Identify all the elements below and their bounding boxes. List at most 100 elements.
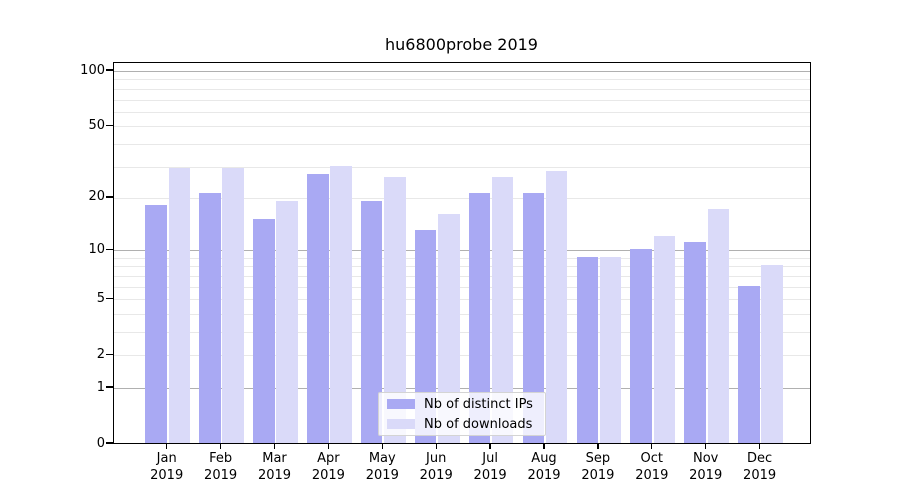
x-tick-mark [597, 444, 599, 449]
major-gridline [114, 71, 810, 73]
y-tick-mark [106, 69, 113, 71]
bar-distinct-ips [468, 193, 491, 443]
minor-gridline [114, 275, 810, 277]
x-tick-year: 2019 [311, 467, 345, 483]
bar-downloads [545, 170, 568, 443]
y-tick-mark [106, 353, 113, 355]
x-tick-year: 2019 [635, 467, 669, 483]
y-tick-mark [106, 124, 113, 126]
legend-swatch [387, 399, 415, 409]
x-tick-label: Nov 2019 [676, 451, 736, 484]
x-tick-year: 2019 [204, 467, 238, 483]
y-tick-label: 20 [88, 189, 105, 205]
minor-gridline [114, 286, 810, 288]
x-tick-label: Feb 2019 [191, 451, 251, 484]
x-tick-month: Jul [482, 451, 498, 466]
x-tick-year: 2019 [150, 467, 184, 483]
x-tick-month: Mar [262, 451, 287, 466]
x-tick-label: Apr 2019 [298, 451, 358, 484]
bar-distinct-ips [738, 285, 760, 443]
y-tick-mark [106, 297, 113, 299]
minor-gridline [114, 257, 810, 259]
minor-gridline [114, 197, 810, 199]
x-tick-month: Aug [531, 451, 557, 466]
x-tick-month: Nov [693, 451, 719, 466]
x-tick-month: May [368, 451, 396, 466]
x-tick-month: Apr [317, 451, 340, 466]
x-tick-label: Aug 2019 [514, 451, 574, 484]
y-tick-mark [106, 196, 113, 198]
x-tick-mark [705, 444, 707, 449]
x-tick-mark [273, 444, 276, 449]
bar-downloads [384, 176, 406, 443]
x-tick-label: Mar 2019 [245, 451, 305, 484]
y-tick-mark [106, 386, 113, 388]
x-tick-label: Oct 2019 [622, 451, 682, 484]
minor-gridline [114, 126, 810, 128]
x-tick-year: 2019 [743, 467, 777, 483]
y-tick-label: 1 [96, 379, 105, 395]
x-tick-mark [543, 444, 545, 449]
x-tick-mark [166, 444, 168, 449]
x-tick-month: Oct [640, 451, 664, 466]
x-tick-label: May 2019 [352, 451, 412, 484]
y-tick-mark [106, 442, 113, 444]
x-tick-year: 2019 [365, 467, 399, 483]
bar-downloads [330, 165, 352, 443]
bar-downloads [707, 209, 730, 443]
legend-label: Nb of distinct IPs [424, 396, 533, 412]
bar-downloads [599, 256, 622, 443]
x-tick-year: 2019 [689, 467, 723, 483]
bar-distinct-ips [307, 173, 329, 443]
bar-downloads [222, 168, 244, 443]
x-tick-label: Sep 2019 [568, 451, 628, 484]
x-tick-mark [435, 444, 437, 449]
major-gridline [114, 388, 810, 390]
legend-item: Nb of distinct IPs [387, 397, 545, 412]
y-tick-label: 50 [88, 117, 105, 133]
minor-gridline [114, 313, 810, 315]
y-tick-label: 0 [96, 435, 105, 451]
x-tick-year: 2019 [419, 467, 453, 483]
x-tick-year: 2019 [581, 467, 615, 483]
bar-downloads [438, 214, 460, 443]
x-tick-label: Jul 2019 [460, 451, 520, 484]
legend: Nb of distinct IPs Nb of downloads [378, 392, 546, 436]
minor-gridline [114, 143, 810, 145]
chart-title: hu6800probe 2019 [385, 35, 538, 54]
x-tick-label: Jan 2019 [137, 451, 197, 484]
bar-distinct-ips [684, 242, 706, 443]
minor-gridline [114, 299, 810, 301]
x-tick-month: Jan [156, 451, 177, 466]
bar-distinct-ips [253, 218, 275, 443]
legend-item: Nb of downloads [387, 417, 545, 432]
bar-downloads [168, 168, 191, 443]
x-tick-label: Jun 2019 [406, 451, 466, 484]
major-gridline [114, 250, 810, 252]
minor-gridline [114, 99, 810, 101]
bar-downloads [653, 235, 676, 443]
bar-distinct-ips [199, 193, 221, 443]
bar-distinct-ips [414, 229, 437, 443]
x-tick-mark [651, 444, 653, 449]
x-tick-year: 2019 [473, 467, 507, 483]
x-tick-year: 2019 [257, 467, 292, 483]
minor-gridline [114, 79, 810, 81]
x-tick-mark [381, 444, 383, 449]
bar-distinct-ips [630, 249, 652, 443]
x-tick-mark [327, 444, 330, 449]
bar-downloads [491, 176, 514, 443]
x-tick-mark [219, 444, 222, 449]
y-tick-label: 5 [96, 290, 105, 306]
x-tick-label: Dec 2019 [730, 451, 790, 484]
x-tick-month: Sep [585, 451, 611, 466]
y-tick-mark [106, 248, 113, 250]
plot-area [113, 62, 811, 444]
y-tick-label: 10 [88, 241, 105, 257]
x-tick-year: 2019 [527, 467, 561, 483]
minor-gridline [114, 355, 810, 357]
x-tick-mark [489, 444, 491, 449]
bar-downloads [276, 200, 298, 443]
bar-distinct-ips [360, 200, 383, 443]
